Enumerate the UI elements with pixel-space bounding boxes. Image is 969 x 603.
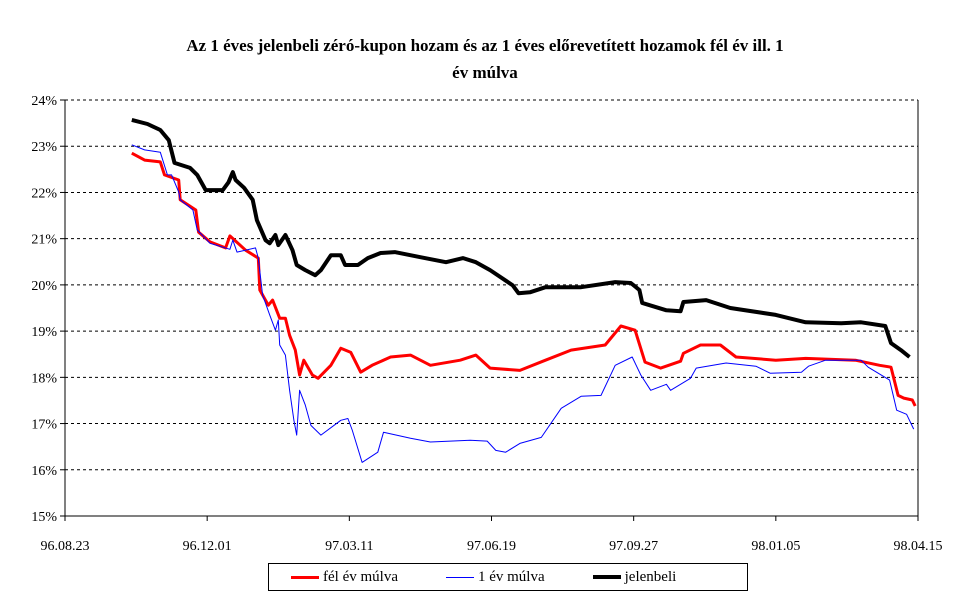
x-tick-label: 96.08.23 <box>41 539 90 554</box>
y-tick-label: 23% <box>31 140 57 155</box>
legend-label: jelenbeli <box>624 568 677 585</box>
chart-title-line-1: Az 1 éves jelenbeli zéró-kupon hozam és … <box>186 36 784 55</box>
legend-swatch-blue <box>445 576 474 578</box>
y-tick-label: 21% <box>31 233 57 248</box>
y-tick-label: 15% <box>31 510 57 525</box>
y-tick-label: 24% <box>31 94 57 109</box>
legend-label: fél év múlva <box>323 568 398 585</box>
x-tick-label: 97.06.19 <box>467 539 516 554</box>
chart-title-line-2: év múlva <box>452 63 518 82</box>
series-lines <box>131 117 917 463</box>
series-line-1-év-múlva <box>131 144 915 463</box>
x-tick-label: 97.03.11 <box>325 539 373 554</box>
legend-item-fel-ev-mulva: fél év múlva <box>291 569 398 586</box>
legend-swatch-red <box>291 575 319 579</box>
y-tick-label: 18% <box>31 371 57 386</box>
y-tick-label: 20% <box>31 279 57 294</box>
series-line-fél-év-múlva <box>131 151 917 407</box>
legend: fél év múlva 1 év múlva jelenbeli <box>268 563 748 591</box>
x-tick-label: 98.01.05 <box>751 539 800 554</box>
x-axis: 96.08.23 96.12.01 97.03.11 97.06.19 97.09.27… <box>41 516 943 554</box>
y-tick-label: 19% <box>31 325 57 340</box>
legend-label: 1 év múlva <box>477 568 545 585</box>
chart-title: Az 1 éves jelenbeli zéró-kupon hozam és … <box>80 32 890 86</box>
series-line-jelenbeli <box>131 117 911 359</box>
gridlines <box>65 99 918 471</box>
legend-item-1-ev-mulva: 1 év múlva <box>445 568 545 586</box>
y-tick-label: 22% <box>31 186 57 201</box>
x-tick-label: 98.04.15 <box>894 539 943 554</box>
legend-item-jelenbeli: jelenbeli <box>592 568 677 586</box>
y-tick-label: 17% <box>31 418 57 433</box>
x-tick-label: 96.12.01 <box>183 539 232 554</box>
x-tick-label: 97.09.27 <box>609 539 658 554</box>
legend-swatch-black <box>592 575 621 579</box>
y-axis: 15% 16% 17% 18% 19% 20% 21% 22% 23% 24% <box>31 94 65 525</box>
y-tick-label: 16% <box>31 464 57 479</box>
